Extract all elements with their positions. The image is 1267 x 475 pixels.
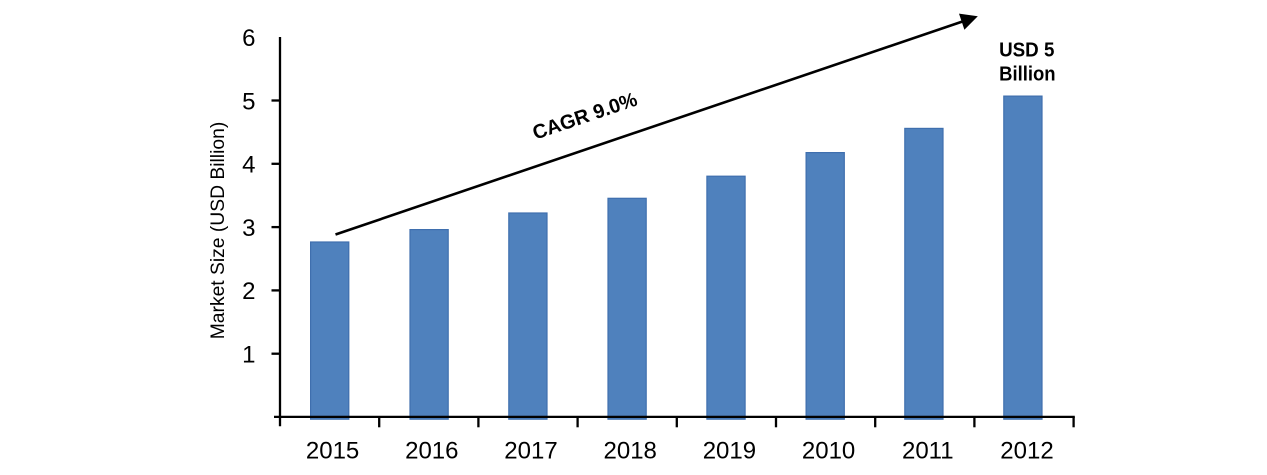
svg-text:Market Size (USD Billion): Market Size (USD Billion) bbox=[208, 122, 229, 339]
svg-text:2010: 2010 bbox=[802, 438, 855, 465]
svg-text:USD 5: USD 5 bbox=[999, 39, 1054, 62]
svg-text:3: 3 bbox=[242, 215, 255, 242]
svg-text:Billion: Billion bbox=[999, 63, 1056, 86]
svg-text:2: 2 bbox=[242, 278, 255, 305]
svg-text:2011: 2011 bbox=[902, 438, 954, 465]
svg-text:1: 1 bbox=[242, 342, 255, 369]
svg-text:2016: 2016 bbox=[405, 438, 458, 465]
svg-text:2019: 2019 bbox=[703, 438, 756, 465]
svg-text:2012: 2012 bbox=[1000, 438, 1053, 465]
svg-text:2015: 2015 bbox=[306, 438, 359, 465]
svg-text:5: 5 bbox=[242, 88, 255, 115]
svg-text:4: 4 bbox=[242, 152, 255, 179]
svg-text:2018: 2018 bbox=[604, 438, 657, 465]
svg-text:2017: 2017 bbox=[504, 438, 557, 465]
svg-text:6: 6 bbox=[242, 25, 255, 52]
